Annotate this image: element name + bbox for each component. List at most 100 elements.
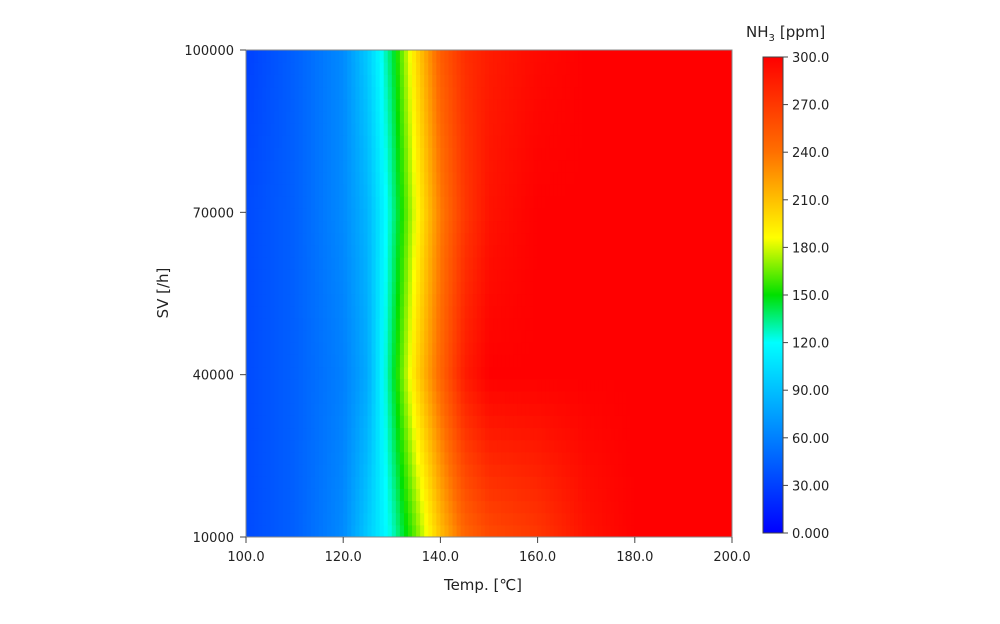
heatmap-cell xyxy=(509,110,514,124)
heatmap-cell xyxy=(553,74,559,88)
heatmap-cell xyxy=(695,159,701,173)
heatmap-cell xyxy=(586,98,591,112)
heatmap-cell xyxy=(614,62,620,75)
heatmap-cell xyxy=(258,50,263,63)
heatmap-cell xyxy=(655,451,660,465)
heatmap-cell xyxy=(594,342,599,355)
heatmap-cell xyxy=(659,330,664,343)
heatmap-cell xyxy=(707,415,713,429)
heatmap-cell xyxy=(651,293,656,307)
heatmap-cell xyxy=(642,512,648,526)
heatmap-cell xyxy=(472,366,478,380)
heatmap-cell xyxy=(651,512,656,526)
heatmap-cell xyxy=(517,463,522,477)
heatmap-cell xyxy=(416,281,421,295)
heatmap-cell xyxy=(347,98,352,112)
heatmap-cell xyxy=(424,86,429,100)
heatmap-cell xyxy=(339,427,344,441)
heatmap-cell xyxy=(659,50,664,63)
heatmap-cell xyxy=(452,330,458,343)
heatmap-cell xyxy=(282,232,288,246)
heatmap-cell xyxy=(262,208,267,222)
heatmap-cell xyxy=(545,269,551,282)
heatmap-cell xyxy=(472,305,478,319)
heatmap-cell xyxy=(586,403,591,416)
heatmap-cell xyxy=(634,123,640,136)
heatmap-cell xyxy=(557,269,563,282)
heatmap-cell xyxy=(537,98,543,112)
heatmap-cell xyxy=(322,171,328,185)
heatmap-cell xyxy=(335,281,340,295)
heatmap-cell xyxy=(306,281,312,295)
heatmap-cell xyxy=(517,488,522,502)
heatmap-cell xyxy=(298,62,304,75)
heatmap-cell xyxy=(711,439,717,453)
heatmap-cell xyxy=(493,427,498,441)
heatmap-cell xyxy=(363,220,369,234)
heatmap-cell xyxy=(638,244,644,258)
heatmap-cell xyxy=(306,183,312,197)
heatmap-cell xyxy=(663,232,668,246)
heatmap-cell xyxy=(655,171,660,185)
heatmap-cell xyxy=(290,366,296,380)
heatmap-cell xyxy=(505,98,510,112)
heatmap-cell xyxy=(659,220,664,234)
heatmap-cell xyxy=(695,378,701,392)
heatmap-cell xyxy=(290,439,296,453)
heatmap-cell xyxy=(250,500,255,514)
heatmap-cell xyxy=(436,305,441,319)
heatmap-cell xyxy=(719,98,725,112)
heatmap-cell xyxy=(711,512,717,526)
heatmap-cell xyxy=(675,427,680,441)
heatmap-cell xyxy=(306,244,312,258)
heatmap-cell xyxy=(302,86,308,100)
heatmap-cell xyxy=(513,220,518,234)
heatmap-cell xyxy=(258,123,263,136)
heatmap-cell xyxy=(505,439,510,453)
heatmap-cell xyxy=(489,317,494,331)
heatmap-cell xyxy=(395,378,401,392)
heatmap-cell xyxy=(642,463,648,477)
heatmap-cell xyxy=(335,390,340,404)
heatmap-cell xyxy=(695,135,701,148)
heatmap-cell xyxy=(723,439,729,453)
heatmap-cell xyxy=(472,330,478,343)
heatmap-cell xyxy=(683,403,689,416)
heatmap-cell xyxy=(254,110,259,124)
heatmap-cell xyxy=(626,281,632,295)
heatmap-cell xyxy=(549,451,555,465)
heatmap-cell xyxy=(529,403,535,416)
heatmap-cell xyxy=(403,354,409,368)
heatmap-cell xyxy=(399,123,405,136)
heatmap-cell xyxy=(464,488,470,502)
heatmap-cell xyxy=(286,293,292,307)
heatmap-cell xyxy=(497,220,502,234)
heatmap-cell xyxy=(578,330,583,343)
heatmap-cell xyxy=(715,281,721,295)
heatmap-cell xyxy=(646,159,652,173)
heatmap-cell xyxy=(278,366,284,380)
heatmap-cell xyxy=(651,244,656,258)
heatmap-cell xyxy=(363,110,369,124)
heatmap-cell xyxy=(278,208,284,222)
heatmap-cell xyxy=(282,135,288,148)
heatmap-cell xyxy=(691,305,697,319)
heatmap-cell xyxy=(395,110,401,124)
heatmap-cell xyxy=(719,232,725,246)
heatmap-cell xyxy=(590,183,595,197)
heatmap-cell xyxy=(565,208,571,222)
heatmap-cell xyxy=(533,439,539,453)
heatmap-cell xyxy=(371,220,377,234)
heatmap-cell xyxy=(545,123,551,136)
heatmap-cell xyxy=(634,208,640,222)
heatmap-cell xyxy=(723,390,729,404)
heatmap-cell xyxy=(428,488,433,502)
heatmap-cell xyxy=(302,232,308,246)
heatmap-cell xyxy=(517,244,522,258)
heatmap-cell xyxy=(638,524,644,537)
heatmap-cell xyxy=(258,208,263,222)
heatmap-cell xyxy=(614,451,620,465)
colorbar-title-subscript: 3 xyxy=(769,33,775,44)
heatmap-cell xyxy=(278,451,284,465)
heatmap-cell xyxy=(460,256,466,270)
